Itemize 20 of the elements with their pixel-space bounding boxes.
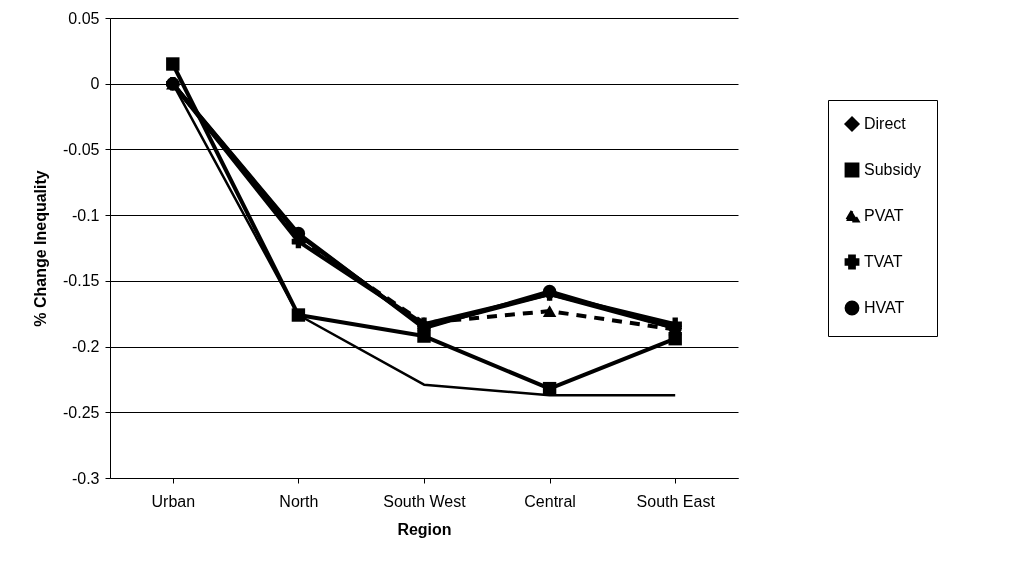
- y-tick-label: -0.05: [63, 140, 100, 158]
- legend-label: TVAT: [864, 253, 903, 270]
- x-tick-label: Urban: [151, 492, 196, 510]
- y-tick-label: 0.05: [68, 9, 100, 27]
- y-tick-label: -0.25: [63, 403, 100, 421]
- legend-label: HVAT: [864, 299, 905, 316]
- y-axis-title: % Change Inequality: [32, 170, 50, 327]
- y-tick-label: -0.3: [71, 469, 100, 487]
- x-tick-label: Central: [524, 492, 576, 510]
- y-tick-label: -0.1: [71, 206, 100, 224]
- y-tick-label: -0.15: [63, 272, 100, 290]
- x-axis-title: Region: [397, 520, 452, 538]
- legend-label: Direct: [864, 115, 907, 132]
- y-tick-label: 0: [90, 75, 100, 93]
- legend-label: PVAT: [864, 207, 904, 224]
- y-tick-label: -0.2: [71, 338, 100, 356]
- x-tick-label: South East: [636, 492, 716, 510]
- legend-label: Subsidy: [864, 161, 921, 178]
- x-tick-label: North: [279, 492, 319, 510]
- x-tick-label: South West: [383, 492, 467, 510]
